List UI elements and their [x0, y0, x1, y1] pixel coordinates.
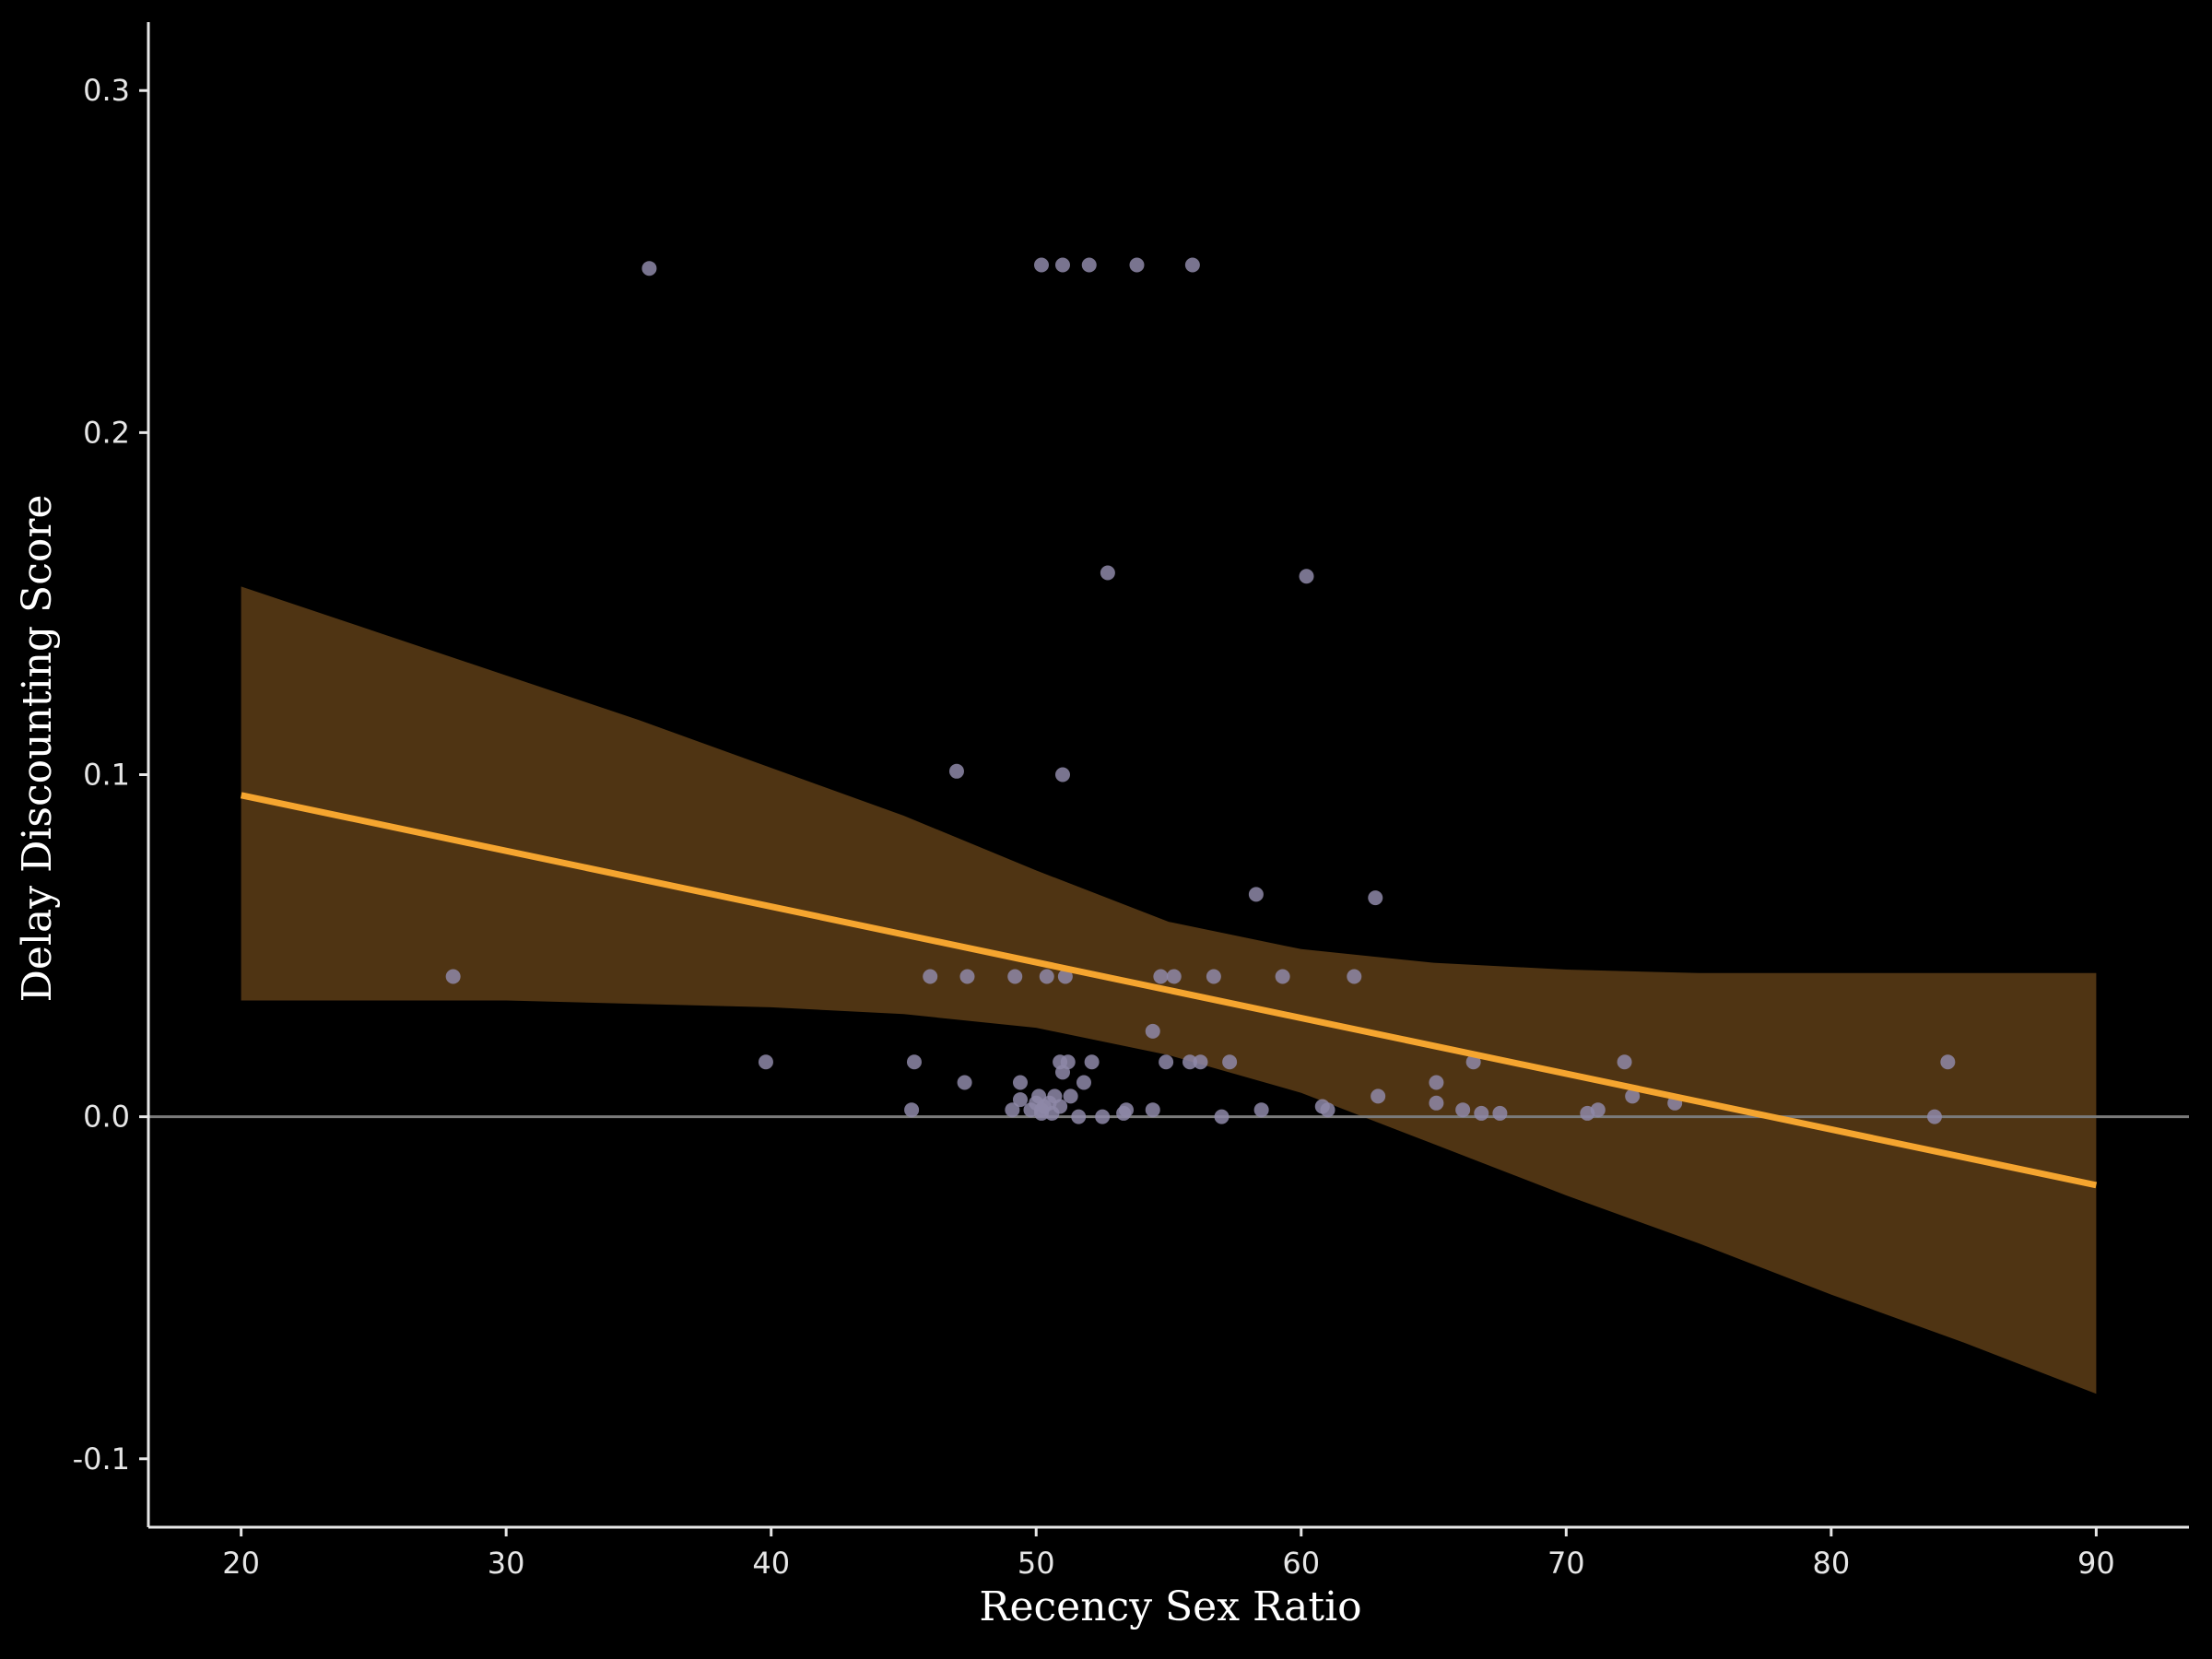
data-points-layer [445, 257, 1956, 1124]
data-point [1474, 1105, 1489, 1121]
data-point [959, 969, 975, 984]
data-point [1206, 969, 1221, 984]
data-point [1100, 565, 1115, 581]
y-tick-label: 0.2 [83, 415, 130, 450]
data-point [1039, 969, 1054, 984]
x-tick-label: 80 [1812, 1546, 1850, 1581]
data-point [1299, 569, 1314, 584]
data-point [1465, 1054, 1481, 1070]
data-point [758, 1054, 773, 1070]
data-point [1129, 257, 1145, 273]
y-tick-label: 0.0 [83, 1100, 130, 1135]
data-point [445, 969, 461, 984]
y-tick-label: 0.1 [83, 758, 130, 793]
data-point [948, 763, 964, 779]
data-point [1071, 1109, 1087, 1124]
data-point [1248, 887, 1264, 902]
data-point [1184, 257, 1200, 273]
data-point [1926, 1109, 1942, 1124]
y-axis-title: Delay Discounting Score [14, 495, 61, 1003]
data-point [1145, 1102, 1160, 1118]
data-point [1455, 1102, 1471, 1118]
x-tick-label: 60 [1282, 1546, 1320, 1581]
data-point [1275, 969, 1290, 984]
data-point [1054, 767, 1070, 782]
data-point [1076, 1075, 1091, 1090]
data-point [1116, 1105, 1132, 1121]
x-tick-label: 70 [1547, 1546, 1585, 1581]
data-point [1214, 1109, 1230, 1124]
regression-line [240, 792, 2098, 1189]
data-point [1012, 1092, 1028, 1108]
data-point [1166, 969, 1182, 984]
x-tick-label: 20 [222, 1546, 260, 1581]
data-point [906, 1054, 922, 1070]
regression-line-layer [240, 792, 2098, 1189]
data-point [1081, 257, 1097, 273]
data-point [1159, 1054, 1174, 1070]
x-tick-label: 30 [488, 1546, 525, 1581]
x-tick-label: 40 [752, 1546, 790, 1581]
data-point [1084, 1054, 1100, 1070]
data-point [1053, 1099, 1068, 1114]
y-tick-label: -0.1 [73, 1441, 130, 1477]
data-point [1429, 1075, 1444, 1090]
x-tick-label: 50 [1018, 1546, 1055, 1581]
data-point [904, 1102, 920, 1118]
x-axis-title: Recency Sex Ratio [979, 1583, 1361, 1630]
data-point [1153, 969, 1169, 984]
data-point [1054, 257, 1070, 273]
data-point [1095, 1109, 1111, 1124]
data-point [923, 969, 938, 984]
data-point [957, 1075, 972, 1090]
data-point [1253, 1102, 1269, 1118]
data-point [1005, 1102, 1020, 1118]
data-point [1368, 890, 1383, 906]
data-point [1580, 1105, 1595, 1121]
data-point [1617, 1054, 1632, 1070]
data-point [641, 261, 657, 276]
data-point [1057, 969, 1073, 984]
data-point [1054, 1065, 1070, 1080]
data-point [1320, 1102, 1335, 1118]
data-point [1371, 1088, 1386, 1104]
data-point [1033, 1102, 1049, 1118]
data-point [1182, 1054, 1198, 1070]
data-point [1145, 1023, 1160, 1039]
data-point [1193, 1054, 1208, 1070]
data-point [1222, 1054, 1238, 1070]
axes-layer: -0.1 0.0 0.1 0.2 0.3 20 30 40 50 60 70 80 90 [73, 22, 2189, 1581]
data-point [1429, 1095, 1444, 1111]
data-point [1492, 1105, 1508, 1121]
y-tick-label: 0.3 [83, 73, 130, 108]
data-point [1007, 969, 1023, 984]
data-point [1347, 969, 1362, 984]
data-point [1012, 1075, 1028, 1090]
x-tick-label: 90 [2077, 1546, 2115, 1581]
data-point [1033, 257, 1049, 273]
data-point [1625, 1088, 1641, 1104]
data-point [1023, 1102, 1039, 1118]
data-point [1940, 1054, 1956, 1070]
data-point [1063, 1088, 1078, 1104]
